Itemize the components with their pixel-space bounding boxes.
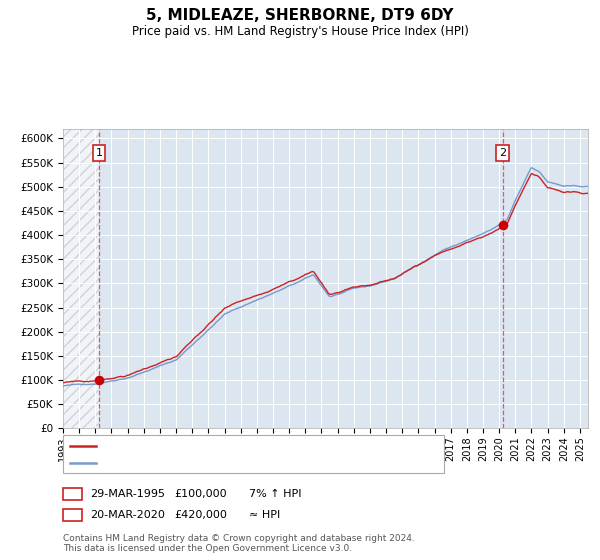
Text: 2: 2 xyxy=(499,148,506,158)
Text: Contains HM Land Registry data © Crown copyright and database right 2024.
This d: Contains HM Land Registry data © Crown c… xyxy=(63,534,415,553)
Bar xyxy=(63,129,99,428)
Text: 29-MAR-1995: 29-MAR-1995 xyxy=(90,489,165,499)
Text: 5, MIDLEAZE, SHERBORNE, DT9 6DY: 5, MIDLEAZE, SHERBORNE, DT9 6DY xyxy=(146,8,454,24)
Point xyxy=(94,376,104,385)
Point xyxy=(498,221,508,230)
Text: 1: 1 xyxy=(69,489,76,499)
Text: 1: 1 xyxy=(95,148,103,158)
Text: 5, MIDLEAZE, SHERBORNE, DT9 6DY (detached house): 5, MIDLEAZE, SHERBORNE, DT9 6DY (detache… xyxy=(100,441,383,451)
Text: HPI: Average price, detached house, Dorset: HPI: Average price, detached house, Dors… xyxy=(100,458,328,468)
Text: 20-MAR-2020: 20-MAR-2020 xyxy=(90,510,165,520)
Text: £100,000: £100,000 xyxy=(174,489,227,499)
Text: 2: 2 xyxy=(69,510,76,520)
Text: ≈ HPI: ≈ HPI xyxy=(249,510,280,520)
Text: 7% ↑ HPI: 7% ↑ HPI xyxy=(249,489,302,499)
Text: £420,000: £420,000 xyxy=(174,510,227,520)
Text: Price paid vs. HM Land Registry's House Price Index (HPI): Price paid vs. HM Land Registry's House … xyxy=(131,25,469,38)
